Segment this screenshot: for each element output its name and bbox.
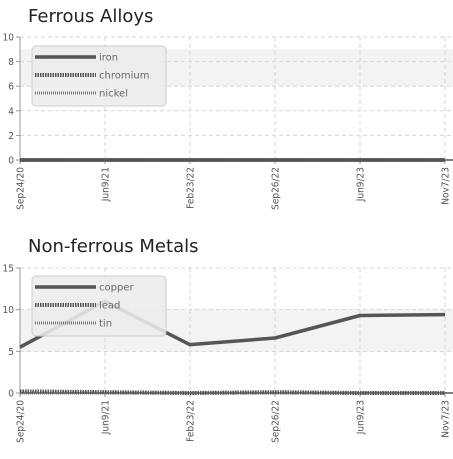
legend-box bbox=[31, 45, 167, 107]
legend: iron chromium nickel bbox=[31, 45, 167, 107]
legend-label-tin: tin bbox=[99, 319, 112, 330]
legend-label-lead: lead bbox=[99, 301, 120, 312]
y-tick-label: 0 bbox=[8, 389, 14, 400]
x-tick-label: Jun9/21 bbox=[101, 167, 112, 202]
x-tick-label: Jun9/21 bbox=[101, 400, 112, 435]
y-tick-label: 10 bbox=[3, 33, 15, 44]
y-tick-label: 0 bbox=[8, 156, 14, 167]
x-tick-label: Sep24/20 bbox=[16, 167, 27, 210]
series-line-lead bbox=[19, 389, 445, 395]
x-tick-label: Feb23/22 bbox=[186, 167, 197, 209]
ferrous-alloys-panel: Ferrous Alloys 0 2 4 6 8 10 Sep24/20 Jun9/21 Feb… bbox=[0, 0, 453, 228]
x-tick-label: Jun9/23 bbox=[356, 400, 367, 435]
y-tick-label: 6 bbox=[8, 82, 14, 93]
y-tick-label: 8 bbox=[8, 57, 14, 68]
legend-label-copper: copper bbox=[99, 283, 134, 294]
y-tick-label: 5 bbox=[8, 347, 14, 358]
chart-title: Non-ferrous Metals bbox=[28, 236, 199, 257]
x-tick-label: Nov7/23 bbox=[441, 167, 452, 205]
x-tick-label: Sep26/22 bbox=[271, 400, 282, 443]
legend-box bbox=[31, 275, 167, 337]
non-ferrous-metals-panel: Non-ferrous Metals 0 5 10 15 Sep24/20 Jun9/21… bbox=[0, 230, 453, 459]
x-tick-label: Nov7/23 bbox=[441, 400, 452, 438]
y-tick-label: 15 bbox=[3, 264, 14, 275]
x-tick-label: Sep24/20 bbox=[16, 400, 27, 443]
legend-label-iron: iron bbox=[99, 53, 118, 64]
legend-label-nickel: nickel bbox=[99, 89, 128, 100]
chart-title: Ferrous Alloys bbox=[28, 6, 154, 27]
x-tick-label: Feb23/22 bbox=[186, 400, 197, 442]
non-ferrous-metals-chart: 0 5 10 15 Sep24/20 Jun9/21 Feb23/22 Sep26/22 Jun… bbox=[3, 264, 453, 443]
legend-label-chromium: chromium bbox=[99, 71, 149, 82]
x-tick-label: Jun9/23 bbox=[356, 167, 367, 202]
y-tick-label: 4 bbox=[8, 106, 14, 117]
y-tick-label: 10 bbox=[3, 305, 15, 316]
legend: copper lead tin bbox=[31, 275, 167, 337]
x-tick-label: Sep26/22 bbox=[271, 167, 282, 210]
y-tick-label: 2 bbox=[8, 131, 14, 142]
ferrous-alloys-chart: 0 2 4 6 8 10 Sep24/20 Jun9/21 Feb23/22 Sep26/22 Ju… bbox=[3, 33, 453, 210]
